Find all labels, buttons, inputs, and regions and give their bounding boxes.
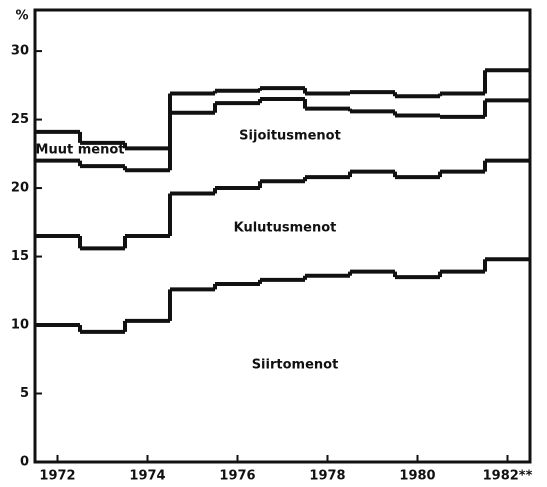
y-tick-label: 15 — [11, 249, 29, 264]
y-tick-label: 20 — [11, 181, 29, 196]
x-tick-label: 1974 — [129, 469, 165, 484]
plot-frame — [33, 8, 532, 464]
x-tick-label: 1972 — [39, 469, 75, 484]
x-tick-label: 1980 — [399, 469, 435, 484]
series-label: Siirtomenot — [252, 358, 339, 373]
y-tick-label: 30 — [11, 44, 29, 59]
series-label: Sijoitusmenot — [239, 129, 341, 144]
y-tick-label: 10 — [11, 318, 29, 333]
x-tick-label: 1976 — [219, 469, 255, 484]
x-tick-label: 1982** — [483, 469, 533, 484]
series-label: Kulutusmenot — [234, 221, 337, 236]
y-tick-label: 25 — [11, 112, 29, 127]
series-label: Muut menot — [36, 143, 125, 158]
x-tick-label: 1978 — [309, 469, 345, 484]
y-tick-label: 0 — [20, 455, 29, 470]
y-tick-label: 5 — [20, 386, 29, 401]
y-axis-label: % — [15, 9, 28, 24]
